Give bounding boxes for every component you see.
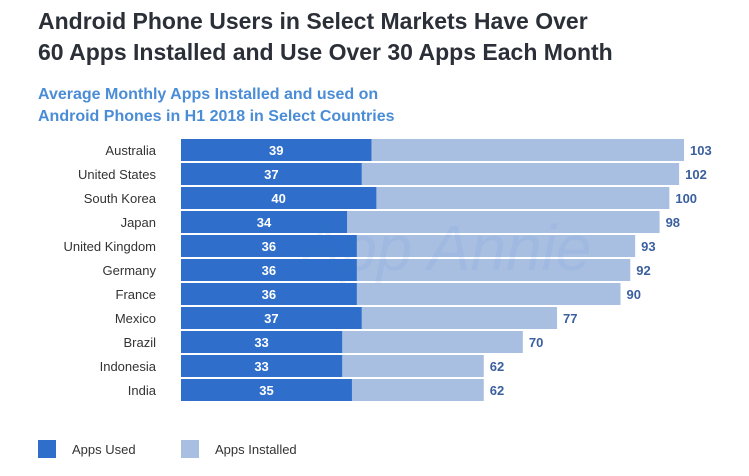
category-label: India — [128, 383, 157, 398]
bar-used — [181, 355, 343, 377]
category-label: United Kingdom — [64, 239, 157, 254]
bar-used — [181, 235, 357, 257]
data-label-used: 40 — [271, 191, 285, 206]
data-label-used: 39 — [269, 143, 283, 158]
category-label: Brazil — [123, 335, 156, 350]
category-label: Mexico — [115, 311, 156, 326]
bar-used — [181, 163, 362, 185]
data-label-used: 35 — [259, 383, 273, 398]
watermark: App Annie — [295, 212, 592, 284]
data-label-used: 33 — [254, 359, 268, 374]
bar-used — [181, 259, 357, 281]
data-label-installed: 102 — [685, 167, 707, 182]
category-label: Australia — [105, 143, 156, 158]
legend-label-used: Apps Used — [72, 441, 136, 457]
data-label-installed: 100 — [675, 191, 697, 206]
data-label-used: 37 — [264, 311, 278, 326]
data-label-installed: 62 — [490, 359, 504, 374]
category-label: France — [116, 287, 156, 302]
data-label-installed: 62 — [490, 383, 504, 398]
chart-title: Android Phone Users in Select Markets Ha… — [38, 6, 613, 68]
data-label-used: 36 — [262, 263, 276, 278]
legend-swatch-used — [38, 440, 56, 458]
subtitle-line-2: Android Phones in H1 2018 in Select Coun… — [38, 108, 395, 125]
subtitle-line-1: Average Monthly Apps Installed and used … — [38, 86, 379, 103]
data-label-used: 36 — [262, 239, 276, 254]
bar-used — [181, 211, 348, 233]
title-line-2: 60 Apps Installed and Use Over 30 Apps E… — [38, 39, 613, 65]
data-label-used: 33 — [254, 335, 268, 350]
legend-item-used: Apps Used — [38, 440, 136, 458]
chart-subtitle: Average Monthly Apps Installed and used … — [38, 84, 395, 128]
category-label: South Korea — [84, 191, 157, 206]
category-label: Indonesia — [100, 359, 157, 374]
legend-swatch-installed — [181, 440, 199, 458]
legend-label-installed: Apps Installed — [215, 441, 297, 457]
category-label: United States — [78, 167, 157, 182]
legend-item-installed: Apps Installed — [181, 440, 297, 458]
bar-used — [181, 187, 377, 209]
data-label-used: 34 — [257, 215, 272, 230]
data-label-installed: 98 — [666, 215, 680, 230]
data-label-installed: 77 — [563, 311, 577, 326]
category-label: Germany — [103, 263, 157, 278]
bar-used — [181, 379, 352, 401]
title-line-1: Android Phone Users in Select Markets Ha… — [38, 8, 588, 34]
data-label-installed: 93 — [641, 239, 655, 254]
category-label: Japan — [121, 215, 156, 230]
data-label-used: 37 — [264, 167, 278, 182]
bar-used — [181, 139, 372, 161]
data-label-installed: 92 — [636, 263, 650, 278]
data-label-installed: 103 — [690, 143, 712, 158]
data-label-used: 36 — [262, 287, 276, 302]
bar-used — [181, 331, 343, 353]
bar-used — [181, 307, 362, 329]
data-label-installed: 70 — [529, 335, 543, 350]
data-label-installed: 90 — [627, 287, 641, 302]
bar-used — [181, 283, 357, 305]
